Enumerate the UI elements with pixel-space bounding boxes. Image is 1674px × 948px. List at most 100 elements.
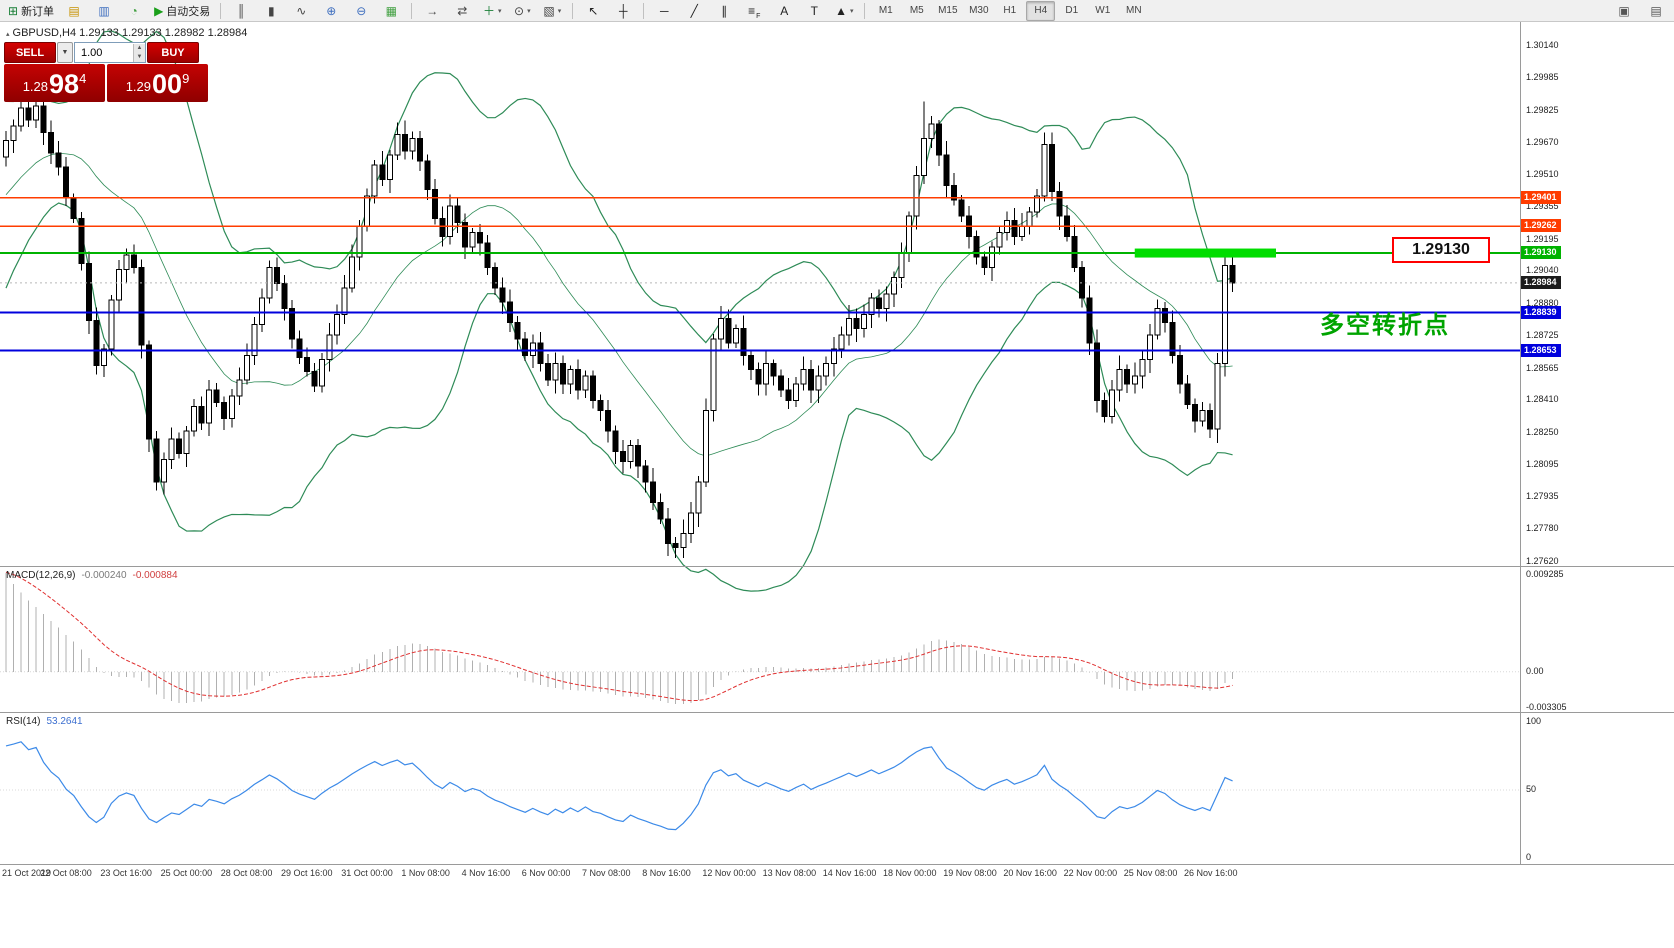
arrows-caret-icon: ▾ [849, 7, 854, 15]
text-label-icon: T [810, 3, 818, 18]
timeframe-m30[interactable]: M30 [969, 5, 989, 16]
symbol-ohlc-line: ▴ GBPUSD,H4 1.29133 1.29133 1.28982 1.289… [6, 27, 247, 39]
timeframe-d1[interactable]: D1 [1065, 5, 1079, 16]
toolbar-separator [220, 2, 222, 19]
navigator-button[interactable]: ◔ [120, 1, 148, 21]
autotrading-icon: ▶ [154, 3, 164, 18]
timeframe-h1[interactable]: H1 [1003, 5, 1017, 16]
chart-bars-icon: ║ [237, 3, 246, 18]
toolbar: ⊞ 新订单 ▤ ▥ ◔ ▶ 自动交易 ║ ▮ ∿ ⊕ ⊖ ▦ → ⇄ ＋ ▾ ⊙ ▾ ▧ ▾ ↖ ┼ ─ ╱ ∥ ≡ F A T ▲ ▾ M1 M… [0, 0, 1674, 22]
text-label-button[interactable]: T [800, 1, 828, 21]
macd-label: MACD(12,26,9) -0.000240 -0.000884 [6, 570, 178, 581]
rsi-name: RSI(14) [6, 716, 41, 727]
quote-prices: 1.28 98 4 1.29 00 9 [4, 64, 210, 102]
date-axis-separator [0, 864, 1674, 865]
timeframe-m1[interactable]: M1 [878, 5, 893, 16]
market-watch-icon: ▥ [98, 3, 110, 18]
volume-down-icon[interactable]: ▼ [134, 52, 145, 62]
highlight-zone[interactable] [1134, 248, 1276, 258]
volume-field[interactable]: 1.00 ▲ ▼ [74, 42, 146, 63]
volume-value[interactable]: 1.00 [81, 46, 103, 59]
buy-price[interactable]: 1.29 00 9 [107, 64, 208, 102]
auto-scroll-button[interactable]: → [418, 1, 446, 21]
quote-panel-controls: SELL ▼ 1.00 ▲ ▼ BUY [4, 42, 210, 63]
equidistant-channel-button[interactable]: ∥ [710, 1, 738, 21]
volume-stepper[interactable]: ▲ ▼ [133, 43, 145, 62]
collapse-quote-panel-icon[interactable]: ▴ [6, 31, 10, 38]
sell-button[interactable]: SELL [4, 42, 56, 63]
turning-point-note[interactable]: 多空转折点 [1320, 312, 1450, 339]
sell-price-sup: 4 [79, 71, 87, 86]
window-arrange-icon: ▤ [1650, 3, 1662, 18]
chart-candles-button[interactable]: ▮ [257, 1, 285, 21]
rsi-panel-separator[interactable] [0, 712, 1674, 713]
cursor-button[interactable]: ↖ [579, 1, 607, 21]
autotrading-button[interactable]: ▶ 自动交易 [150, 1, 214, 21]
crosshair-icon: ┼ [619, 3, 628, 18]
timeframe-h4[interactable]: H4 [1026, 0, 1056, 21]
templates-button[interactable]: ▧ ▾ [538, 1, 566, 21]
fibonacci-button[interactable]: ≡ F [740, 1, 768, 21]
timeframe-m5[interactable]: M5 [909, 5, 924, 16]
cursor-icon: ↖ [588, 3, 599, 18]
new-chart-button[interactable]: ▣ [1610, 1, 1638, 21]
chart-line-button[interactable]: ∿ [287, 1, 315, 21]
window-arrange-button[interactable]: ▤ [1642, 1, 1670, 21]
periods-button[interactable]: ⊙ ▾ [508, 1, 536, 21]
toolbar-right-group: ▣ ▤ [1610, 1, 1670, 21]
grid-button[interactable]: ▦ [377, 1, 405, 21]
zoom-out-button[interactable]: ⊖ [347, 1, 375, 21]
macd-signal-value: -0.000884 [132, 570, 178, 581]
horizontal-level-lines[interactable] [0, 196, 1520, 352]
toolbar-separator [411, 2, 413, 19]
periods-caret-icon: ▾ [527, 7, 531, 15]
sell-price[interactable]: 1.28 98 4 [4, 64, 105, 102]
sell-price-big: 98 [49, 69, 80, 99]
new-order-icon: ⊞ [8, 3, 19, 18]
navigator-icon: ◔ [130, 3, 138, 18]
new-order-button[interactable]: ⊞ 新订单 [4, 1, 58, 21]
macd-name: MACD(12,26,9) [6, 570, 76, 581]
zoom-out-icon: ⊖ [356, 3, 367, 18]
chart-window-button[interactable]: ▤ [60, 1, 88, 21]
price-callout-box[interactable]: 1.29130 [1392, 237, 1490, 263]
quote-settings-dropdown[interactable]: ▼ [57, 42, 73, 63]
toolbar-separator [864, 2, 866, 19]
chart-shift-icon: ⇄ [457, 3, 468, 18]
rsi-label: RSI(14) 53.2641 [6, 716, 83, 727]
chart-line-icon: ∿ [296, 3, 307, 18]
market-watch-button[interactable]: ▥ [90, 1, 118, 21]
auto-scroll-icon: → [426, 3, 439, 18]
chart-shift-button[interactable]: ⇄ [448, 1, 476, 21]
price-scale-separator [1520, 22, 1521, 865]
macd-panel-separator[interactable] [0, 566, 1674, 567]
equidistant-channel-icon: ∥ [721, 3, 728, 18]
buy-price-big: 00 [152, 69, 183, 99]
trendline-button[interactable]: ╱ [680, 1, 708, 21]
crosshair-button[interactable]: ┼ [609, 1, 637, 21]
volume-up-icon[interactable]: ▲ [134, 43, 145, 53]
rsi-value: 53.2641 [46, 716, 83, 727]
buy-button[interactable]: BUY [147, 42, 199, 63]
text-button[interactable]: A [770, 1, 798, 21]
timeframe-w1[interactable]: W1 [1095, 5, 1111, 16]
macd-signal-line [5, 571, 1233, 702]
toolbar-separator [643, 2, 645, 19]
indicators-button[interactable]: ＋ ▾ [478, 1, 506, 21]
zoom-in-button[interactable]: ⊕ [317, 1, 345, 21]
arrows-button[interactable]: ▲ ▾ [830, 1, 858, 21]
sell-price-small: 1.28 [22, 79, 49, 94]
trendline-icon: ╱ [690, 3, 698, 18]
timeframe-mn[interactable]: MN [1126, 5, 1142, 16]
buy-price-small: 1.29 [125, 79, 152, 94]
zoom-in-icon: ⊕ [326, 3, 337, 18]
symbol-ohlc-text: GBPUSD,H4 1.29133 1.29133 1.28982 1.2898… [12, 27, 248, 39]
horizontal-line-icon: ─ [660, 3, 669, 18]
chart-bars-button[interactable]: ║ [227, 1, 255, 21]
timeframe-m15[interactable]: M15 [938, 5, 958, 16]
horizontal-line-button[interactable]: ─ [650, 1, 678, 21]
new-chart-icon: ▣ [1618, 3, 1630, 18]
chart-candles-icon: ▮ [267, 3, 275, 18]
